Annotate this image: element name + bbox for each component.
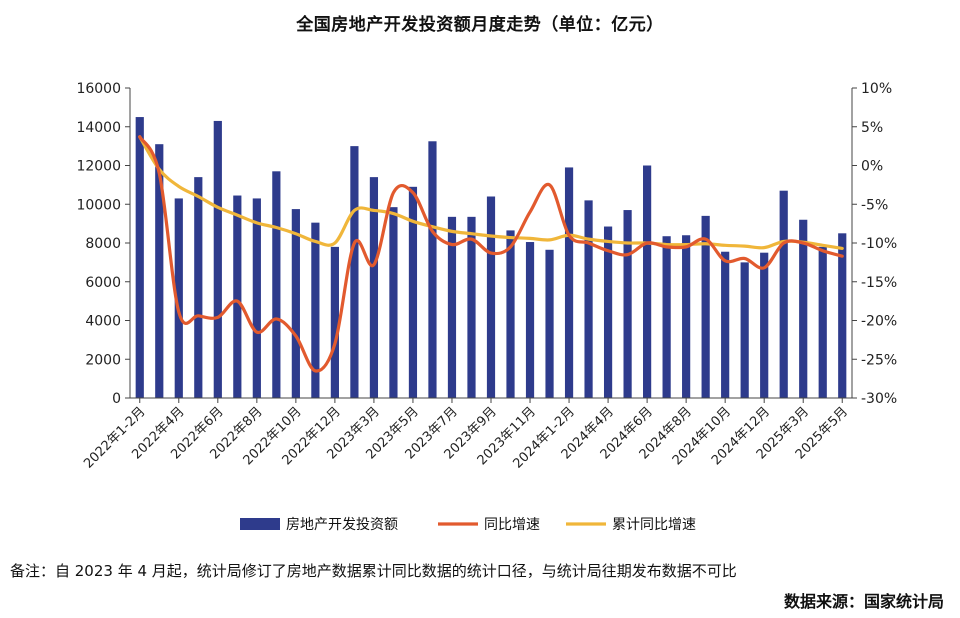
legend-yoy-label: 同比增速 [484, 517, 540, 533]
bar [603, 226, 613, 398]
bar [330, 246, 339, 398]
bar [486, 196, 496, 398]
y-right-tick-label: 0% [861, 159, 883, 175]
y-left-tick-label: 16000 [76, 81, 121, 97]
bar [721, 251, 730, 398]
bar [682, 235, 691, 398]
y-right-tick-label: -20% [861, 314, 897, 330]
bar [643, 165, 652, 398]
bar [838, 233, 847, 398]
bar [467, 216, 476, 398]
y-left-tick-label: 0 [112, 391, 121, 407]
bar [155, 144, 164, 398]
bar [311, 222, 320, 398]
bar [389, 207, 398, 398]
y-right-tick-label: -5% [861, 197, 888, 213]
y-left-tick-label: 6000 [85, 275, 121, 291]
y-left-tick-label: 10000 [76, 197, 121, 213]
yoy-growth-line [138, 135, 844, 373]
y-left-tick-label: 2000 [85, 352, 121, 368]
bar [233, 195, 242, 398]
y-right-tick-label: -10% [861, 236, 897, 252]
bar [525, 242, 535, 398]
bar [272, 171, 281, 398]
y-left-tick-label: 8000 [85, 236, 121, 252]
bar [506, 230, 515, 398]
bar [135, 117, 144, 398]
chart-title: 全国房地产开发投资额月度走势（单位：亿元） [296, 15, 664, 35]
bar-series [135, 117, 847, 398]
line-series [138, 135, 844, 373]
y-left-tick-label: 4000 [85, 314, 121, 330]
bar [779, 190, 788, 398]
legend-cum-label: 累计同比增速 [612, 517, 696, 533]
bar [428, 141, 437, 398]
bar [701, 215, 710, 398]
bar [291, 209, 300, 398]
y-right-tick-label: 5% [861, 120, 883, 136]
bar [447, 216, 457, 398]
bar [740, 262, 749, 398]
bar [194, 177, 203, 398]
y-right-tick-label: -25% [861, 352, 897, 368]
bar [818, 246, 827, 398]
data-source: 数据来源：国家统计局 [783, 592, 944, 611]
bar [584, 200, 593, 398]
y-right-tick-label: -15% [861, 275, 897, 291]
legend-bar-label: 房地产开发投资额 [286, 517, 398, 533]
bar [252, 198, 261, 398]
y-left-tick-label: 12000 [76, 159, 121, 175]
y-left-tick-label: 14000 [76, 120, 121, 136]
bar [760, 252, 769, 398]
bar [623, 210, 632, 398]
bar [662, 236, 671, 398]
y-right-tick-label: 10% [861, 81, 892, 97]
bar [564, 167, 574, 398]
footnote: 备注：自 2023 年 4 月起，统计局修订了房地产数据累计同比数据的统计口径，… [10, 562, 737, 580]
bar [174, 198, 183, 398]
bar [799, 219, 808, 398]
bar [545, 249, 554, 398]
bar [350, 146, 359, 398]
y-right-tick-label: -30% [861, 391, 897, 407]
bar [408, 186, 418, 398]
bar [213, 120, 222, 398]
legend-bar-swatch [240, 518, 280, 530]
legend: 房地产开发投资额 同比增速 累计同比增速 [240, 517, 696, 533]
cumulative-yoy-line [138, 135, 844, 251]
bar [369, 177, 379, 398]
